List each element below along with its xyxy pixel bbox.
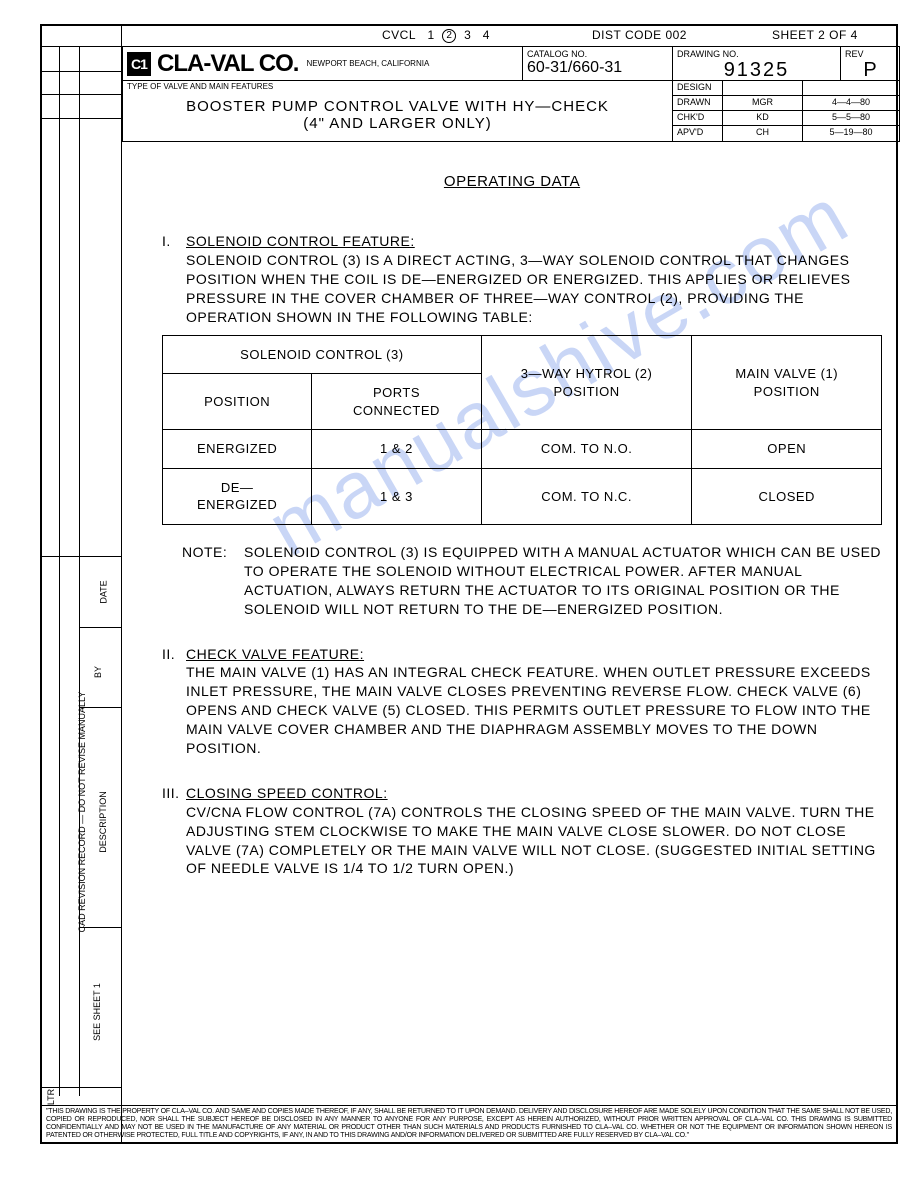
rev-by-label: BY	[93, 666, 103, 678]
catalog-block: CATALOG NO. 60-31/660-31	[523, 47, 673, 80]
th-main: MAIN VALVE (1) POSITION	[692, 335, 882, 430]
rev-block: REV P	[841, 47, 899, 80]
section-head-3: CLOSING SPEED CONTROL:	[186, 785, 388, 801]
section-num-2: II.	[162, 645, 186, 664]
content-area: OPERATING DATA I. SOLENOID CONTROL FEATU…	[142, 162, 882, 904]
type-label: TYPE OF VALVE AND MAIN FEATURES	[123, 81, 672, 92]
cvcl-3: 3	[464, 28, 471, 42]
catalog-no: 60-31/660-31	[527, 59, 668, 77]
sheet-info: SHEET 2 OF 4	[772, 28, 858, 42]
cvcl-codes: CVCL 1 2 3 4	[382, 28, 490, 43]
drawing-no: 91325	[677, 59, 836, 82]
catalog-label: CATALOG NO.	[527, 49, 668, 59]
table-row: ENERGIZED 1 & 2 COM. TO N.O. OPEN	[163, 430, 882, 469]
operating-data-header: OPERATING DATA	[142, 172, 882, 192]
see-sheet-label: SEE SHEET 1	[92, 983, 102, 1041]
section-body-1: SOLENOID CONTROL (3) IS A DIRECT ACTING,…	[186, 251, 882, 327]
section-body-3: CV/CNA FLOW CONTROL (7A) CONTROLS THE CL…	[186, 803, 882, 879]
section-head-2: CHECK VALVE FEATURE:	[186, 646, 364, 662]
rev-ltr-label: LTR	[46, 1089, 56, 1105]
title-block: C1 CLA-VAL CO. NEWPORT BEACH, CALIFORNIA…	[122, 46, 900, 142]
sig-apvd: APV'DCH5—19—80	[673, 126, 899, 141]
cvcl-4: 4	[483, 28, 490, 42]
revision-strip: DATE BY CAD REVISION RECORD — DO NOT REV…	[42, 26, 122, 1142]
title-line-1: BOOSTER PUMP CONTROL VALVE WITH HY—CHECK	[129, 98, 666, 115]
th-hytrol: 3—WAY HYTROL (2) POSITION	[481, 335, 692, 430]
rev-desc-label: DESCRIPTION	[98, 791, 108, 853]
th-ports: PORTS CONNECTED	[312, 374, 481, 430]
section-body-2: THE MAIN VALVE (1) HAS AN INTEGRAL CHECK…	[186, 663, 882, 757]
th-solenoid: SOLENOID CONTROL (3)	[163, 335, 482, 374]
cvcl-2-circled: 2	[442, 29, 456, 43]
section-head-1: SOLENOID CONTROL FEATURE:	[186, 233, 415, 249]
rev-label: REV	[845, 49, 895, 59]
top-codes-strip: CVCL 1 2 3 4 DIST CODE 002 SHEET 2 OF 4	[122, 26, 900, 46]
section-num-3: III.	[162, 784, 186, 803]
company-location: NEWPORT BEACH, CALIFORNIA	[306, 59, 429, 68]
cvcl-1: 1	[428, 28, 435, 42]
drawing-label: DRAWING NO.	[677, 49, 836, 59]
legal-footer: "THIS DRAWING IS THE PROPERTY OF CLA–VAL…	[42, 1105, 896, 1142]
sig-design: DESIGN	[673, 81, 899, 96]
company-logo: C1 CLA-VAL CO. NEWPORT BEACH, CALIFORNIA	[123, 47, 523, 80]
drawing-page: manualshive.com CVCL 1 2 3 4 DIST CODE 0…	[40, 24, 898, 1144]
solenoid-table: SOLENOID CONTROL (3) 3—WAY HYTROL (2) PO…	[162, 335, 882, 525]
rev-value: P	[845, 59, 895, 82]
signoff-block: DESIGN DRAWNMGR4—4—80 CHK'DKD5—5—80 APV'…	[673, 81, 899, 141]
th-position: POSITION	[163, 374, 312, 430]
section-check-valve: II. CHECK VALVE FEATURE: THE MAIN VALVE …	[162, 645, 882, 758]
sig-drawn: DRAWNMGR4—4—80	[673, 96, 899, 111]
rev-date-label: DATE	[99, 580, 109, 603]
solenoid-note: NOTE: SOLENOID CONTROL (3) IS EQUIPPED W…	[182, 543, 882, 619]
company-name: CLA-VAL CO.	[157, 50, 298, 78]
logo-icon: C1	[127, 52, 151, 76]
sig-chkd: CHK'DKD5—5—80	[673, 111, 899, 126]
cad-record-label: CAD REVISION RECORD — DO NOT REVISE MANU…	[77, 682, 87, 942]
valve-type-block: TYPE OF VALVE AND MAIN FEATURES BOOSTER …	[123, 81, 673, 141]
note-body: SOLENOID CONTROL (3) IS EQUIPPED WITH A …	[244, 543, 882, 619]
section-num-1: I.	[162, 232, 186, 251]
valve-title: BOOSTER PUMP CONTROL VALVE WITH HY—CHECK…	[123, 92, 672, 138]
cvcl-label: CVCL	[382, 28, 416, 42]
title-line-2: (4" AND LARGER ONLY)	[129, 115, 666, 132]
section-closing-speed: III. CLOSING SPEED CONTROL: CV/CNA FLOW …	[162, 784, 882, 878]
dist-code: DIST CODE 002	[592, 28, 687, 42]
drawing-block: DRAWING NO. 91325	[673, 47, 841, 80]
table-row: DE—ENERGIZED 1 & 3 COM. TO N.C. CLOSED	[163, 468, 882, 524]
note-label: NOTE:	[182, 543, 244, 619]
section-solenoid: I. SOLENOID CONTROL FEATURE: SOLENOID CO…	[162, 232, 882, 618]
